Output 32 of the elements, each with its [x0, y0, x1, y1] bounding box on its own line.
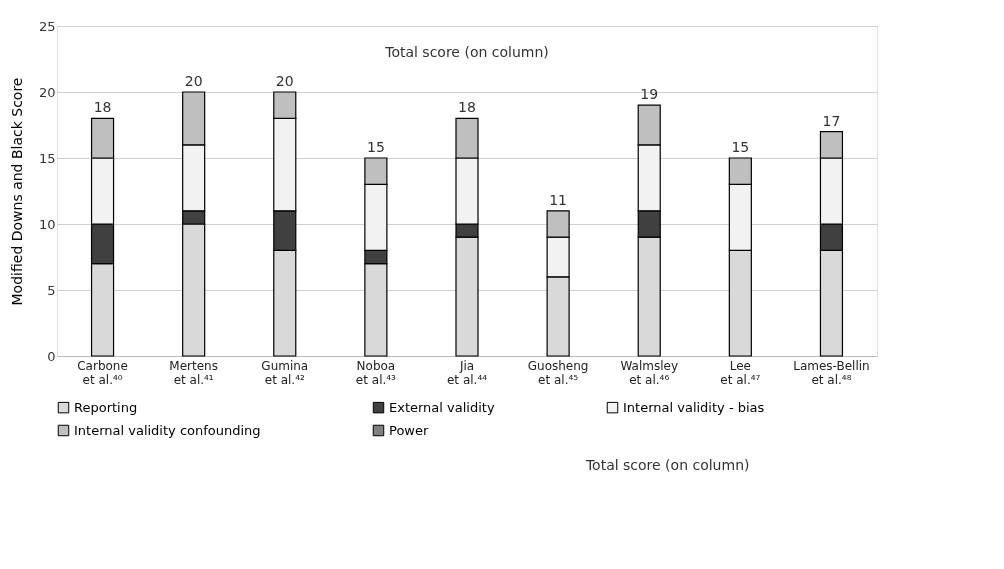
y-tick-label: 5 [47, 282, 56, 298]
legend-label: Internal validity confounding [74, 422, 261, 438]
x-tick-label: Carbone et al.⁴⁰ [77, 358, 128, 387]
x-tick-label: Mertens et al.⁴¹ [169, 358, 218, 387]
x-tick-label: Guosheng et al.⁴⁵ [527, 358, 589, 387]
x-tick-label: Noboa et al.⁴³ [355, 358, 397, 387]
x-tick-label: Jia et al.⁴⁴ [446, 358, 488, 387]
annotation: Total score (on column) [384, 44, 549, 60]
total-label: 11 [549, 191, 568, 208]
total-label: 17 [822, 112, 841, 129]
x-tick-label: Walmsley et al.⁴⁶ [620, 358, 678, 387]
text: Total score (on column) [584, 457, 750, 473]
y-tick-label: 10 [38, 216, 56, 232]
total-label: 15 [366, 139, 385, 155]
legend-label: Power [389, 422, 429, 438]
legend-label: Reporting [74, 399, 138, 415]
y-tick-label: 20 [38, 84, 56, 100]
legend-label: Internal validity - bias [623, 399, 765, 415]
y-tick-label: 25 [38, 18, 56, 34]
x-tick-label: Gumina et al.⁴² [261, 358, 309, 387]
total-label: 18 [458, 99, 476, 116]
total-label: 15 [731, 139, 750, 155]
y-tick-label: 15 [38, 150, 56, 166]
y-axis-title: Modified Downs and Black Score [8, 77, 25, 306]
legend-label: External validity [389, 399, 495, 415]
total-label: 19 [640, 86, 659, 103]
y-tick-label: 0 [47, 348, 56, 364]
x-tick-label: Lee et al.⁴⁷ [720, 358, 761, 387]
x-tick-label: Lames-Bellin et al.⁴⁸ [793, 358, 870, 387]
total-label: 18 [93, 99, 112, 116]
total-label: 20 [184, 73, 203, 89]
total-label: 20 [275, 73, 294, 89]
